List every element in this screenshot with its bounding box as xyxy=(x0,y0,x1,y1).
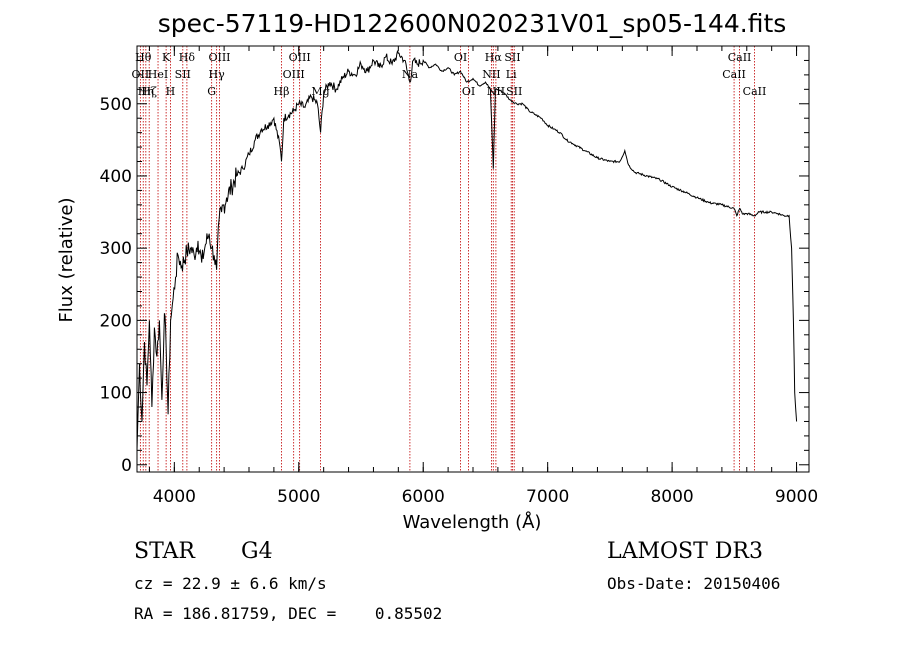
x-tick-label-1: 5000 xyxy=(277,487,320,507)
line-label-20: Hα xyxy=(485,51,503,64)
line-label-7: SII xyxy=(175,68,191,81)
line-label-11: OIII xyxy=(208,51,230,64)
x-tick-label-5: 9000 xyxy=(775,487,818,507)
y-tick-label-0: 0 xyxy=(121,456,132,476)
x-axis-ticks: 4000 5000 6000 7000 8000 9000 xyxy=(148,46,818,507)
line-label-23: SII xyxy=(504,51,520,64)
x-tick-label-4: 8000 xyxy=(650,487,693,507)
object-class: STAR xyxy=(134,539,195,564)
y-axis-label: Flux (relative) xyxy=(56,197,77,322)
line-label-2: Hη xyxy=(138,85,154,98)
plot-frame xyxy=(136,45,810,473)
spectral-line-labels: OIIHθHηHζHeIKHSIIHδGHγOIIIHβOIIIOIIIMgNa… xyxy=(132,51,767,98)
line-label-1: Hθ xyxy=(135,51,152,64)
survey-name: LAMOST DR3 xyxy=(607,539,763,564)
y-tick-label-5: 500 xyxy=(100,95,132,115)
line-label-8: Hδ xyxy=(179,51,196,64)
line-label-17: OI xyxy=(454,51,467,64)
x-axis-label: Wavelength (Å) xyxy=(403,511,542,533)
line-label-10: Hγ xyxy=(209,68,226,81)
line-label-14: OIII xyxy=(289,51,311,64)
line-label-3: Hζ xyxy=(141,85,157,98)
redshift-value: cz = 22.9 ± 6.6 km/s xyxy=(134,574,327,593)
line-label-9: G xyxy=(207,85,216,98)
line-label-6: H xyxy=(166,85,176,98)
line-label-4: HeI xyxy=(148,68,168,81)
obs-date: Obs-Date: 20150406 xyxy=(607,574,781,593)
line-label-5: K xyxy=(162,51,171,64)
line-label-25: CaII xyxy=(722,68,746,81)
x-tick-label-3: 7000 xyxy=(526,487,569,507)
line-label-24: SII xyxy=(506,85,522,98)
y-tick-label-4: 400 xyxy=(100,167,132,187)
line-label-13: OIII xyxy=(283,68,305,81)
y-tick-label-3: 300 xyxy=(100,239,132,259)
line-label-22: Li xyxy=(506,68,517,81)
y-axis-ticks: 0 100 200 300 400 500 xyxy=(100,59,809,476)
y-tick-label-2: 200 xyxy=(100,311,132,331)
spectral-line-markers xyxy=(139,46,755,472)
line-label-26: CaII xyxy=(728,51,752,64)
object-subclass: G4 xyxy=(241,539,273,564)
line-label-18: OI xyxy=(462,85,475,98)
line-label-19: NII xyxy=(482,68,500,81)
x-tick-label-0: 4000 xyxy=(153,487,196,507)
line-label-21: NII xyxy=(487,85,505,98)
line-label-16: Na xyxy=(402,68,419,81)
line-label-12: Hβ xyxy=(274,85,290,98)
line-label-27: CaII xyxy=(743,85,767,98)
y-tick-label-1: 100 xyxy=(100,384,132,404)
x-tick-label-2: 6000 xyxy=(402,487,445,507)
coordinates: RA = 186.81759, DEC = 0.85502 xyxy=(134,604,443,623)
chart-title: spec-57119-HD122600N020231V01_sp05-144.f… xyxy=(158,9,787,38)
spectrum-series-line xyxy=(136,50,798,451)
